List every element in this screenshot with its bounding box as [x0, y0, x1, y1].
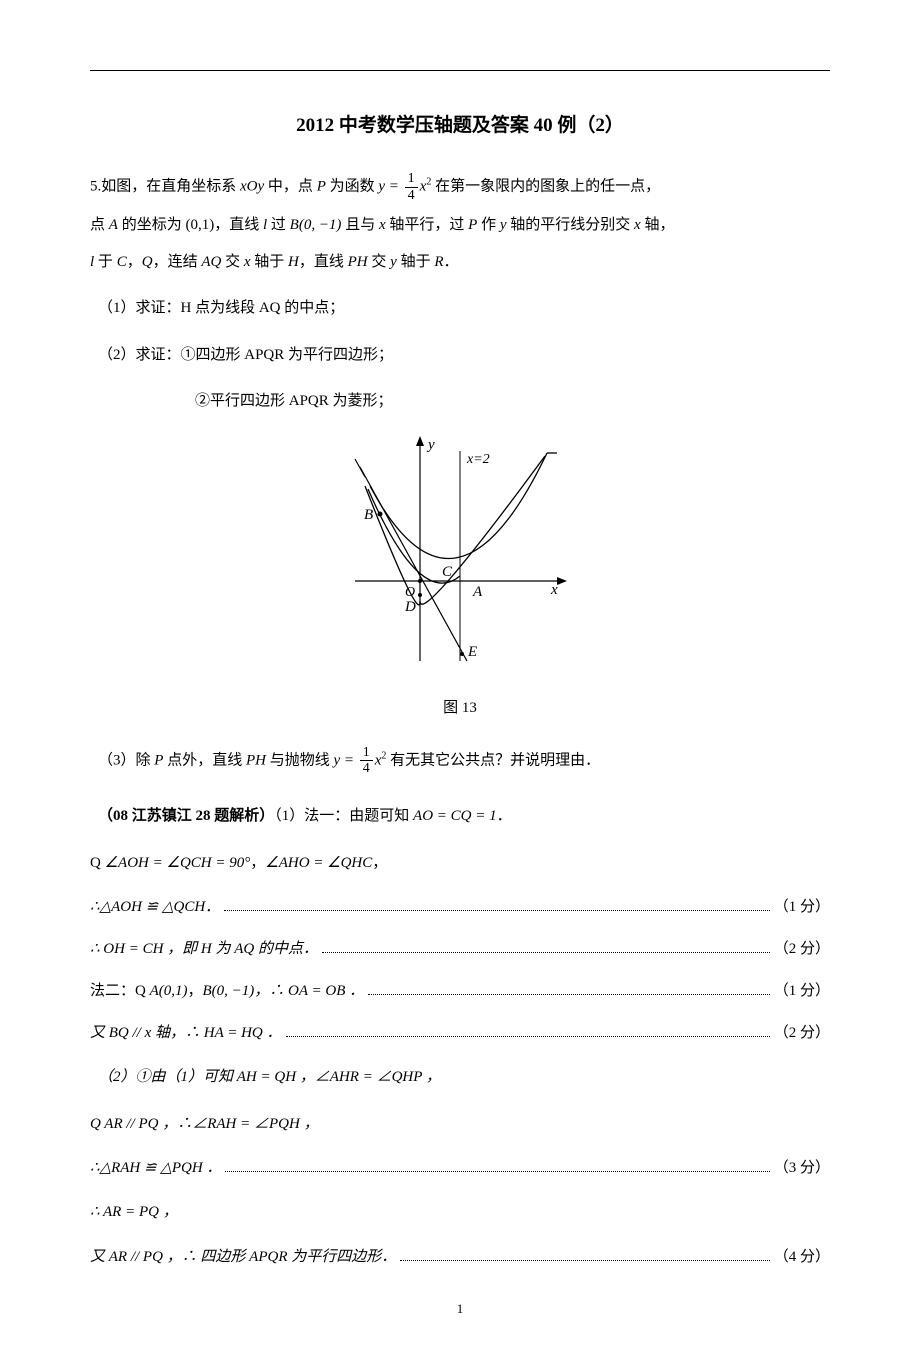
dotted-leader [225, 1171, 769, 1172]
header-rule [90, 70, 830, 71]
axis-label-x: x [550, 582, 558, 598]
problem-number: 5. [90, 179, 101, 195]
solution-method-2: 法二：Q A(0,1)，B(0, −1)，∴ OA = OB ． （1 分） [90, 979, 830, 1003]
label-C: C [442, 564, 453, 580]
score-1b: （1 分） [774, 979, 830, 1003]
solution-step-6: 又 BQ // x 轴，∴ HA = HQ ． （2 分） [90, 1021, 830, 1045]
label-xeq2: x=2 [466, 452, 490, 467]
label-D: D [404, 599, 416, 615]
solution-part2: （2）①由（1）可知 AH = QH ，∠AHR = ∠QHP ， [98, 1063, 830, 1092]
solution-step-11: 又 AR // PQ ，∴ 四边形 APQR 为平行四边形． （4 分） [90, 1245, 830, 1269]
fraction-1-4: 14 [405, 171, 418, 203]
page-number: 1 [90, 1299, 830, 1320]
page-title: 2012 中考数学压轴题及答案 40 例（2） [90, 111, 830, 141]
solution-step-2: Q ∠AOH = ∠QCH = 90°，∠AHO = ∠QHC， [90, 849, 830, 878]
coordinate-graph: y x=2 B O D C A x E [335, 431, 585, 691]
dotted-leader [286, 1036, 770, 1037]
score-2: （2 分） [774, 937, 830, 961]
dotted-leader [400, 1260, 770, 1261]
problem-statement-line2: 点 A 的坐标为 (0,1)，直线 l 过 B(0, −1) 且与 x 轴平行，… [90, 211, 830, 240]
label-E: E [467, 644, 477, 660]
score-4: （4 分） [774, 1245, 830, 1269]
figure-caption: 图 13 [90, 696, 830, 720]
solution-step-9: ∴△RAH ≌ △PQH ． （3 分） [90, 1156, 830, 1180]
dotted-leader [322, 952, 770, 953]
score-1: （1 分） [774, 895, 830, 919]
solution-step-3: ∴△AOH ≌ △QCH． （1 分） [90, 895, 830, 919]
solution-header-line: （08 江苏镇江 28 题解析）（1）法一：由题可知 AO = CQ = 1． [98, 802, 830, 831]
problem-statement-line1: 5.如图，在直角坐标系 xOy 中，点 P 为函数 y = 14x2 在第一象限… [90, 171, 830, 203]
problem-statement-line3: l 于 C，Q，连结 AQ 交 x 轴于 H，直线 PH 交 y 轴于 R． [90, 248, 830, 277]
question-2: （2）求证：①四边形 APQR 为平行四边形； [98, 341, 830, 370]
question-1: （1）求证：H 点为线段 AQ 的中点； [98, 294, 830, 323]
solution-step-10: ∴ AR = PQ ， [90, 1198, 830, 1227]
solution-step-8: Q AR // PQ ，∴∠RAH = ∠PQH ， [90, 1110, 830, 1139]
dotted-leader [368, 994, 770, 995]
figure-13: y x=2 B O D C A x E 图 13 [90, 431, 830, 720]
label-B: B [364, 507, 373, 523]
dotted-leader [224, 910, 770, 911]
question-2b: ②平行四边形 APQR 为菱形； [195, 387, 830, 416]
solution-source: （08 江苏镇江 28 题解析） [98, 808, 274, 824]
solution-step-4: ∴ OH = CH ，即 H 为 AQ 的中点． （2 分） [90, 937, 830, 961]
axis-label-y: y [426, 437, 435, 453]
question-3: （3）除 P 点外，直线 PH 与抛物线 y = 14x2 有无其它公共点？并说… [98, 745, 830, 777]
score-2b: （2 分） [774, 1021, 830, 1045]
label-A: A [472, 584, 483, 600]
label-O: O [405, 585, 415, 600]
score-3: （3 分） [774, 1156, 830, 1180]
